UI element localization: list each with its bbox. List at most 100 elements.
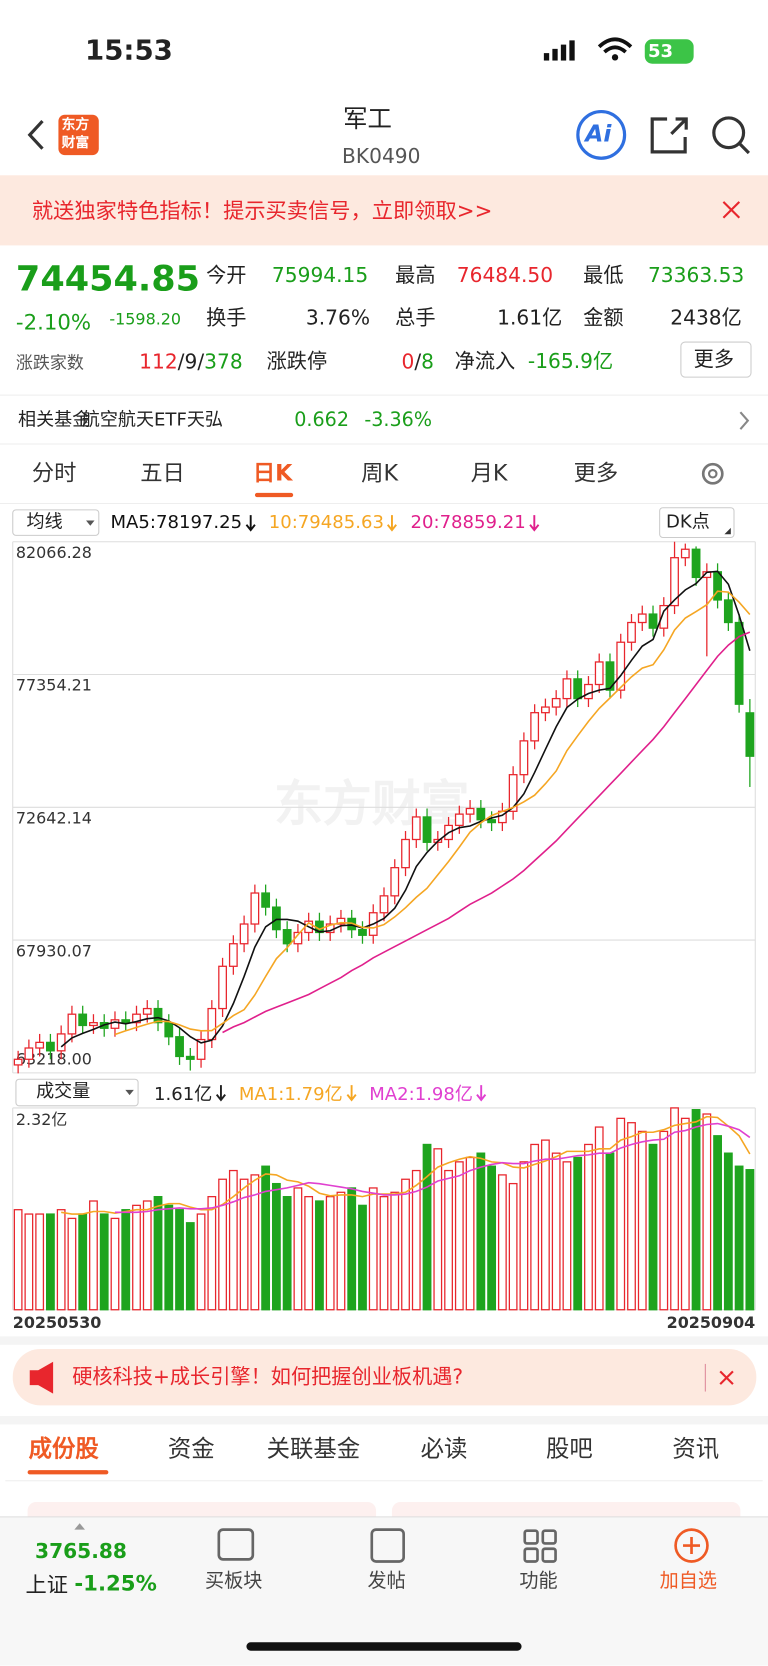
candle-body [594,661,604,686]
tab[interactable]: 周K [361,460,399,486]
section-tab[interactable]: 成份股 [28,1436,99,1463]
volume-bar [218,1178,227,1311]
candle-body [584,683,593,700]
candle-body [637,613,647,624]
candle-body [390,867,400,897]
section-tab[interactable]: 关联基金 [266,1436,361,1463]
volume-bar [723,1152,733,1311]
post-icon[interactable] [370,1528,405,1563]
fund-price: 0.662 [294,408,349,432]
fund-label: 相关基金 [18,409,91,431]
share-icon[interactable] [650,117,688,154]
candle-body [121,1019,131,1024]
dk-box[interactable] [659,507,735,539]
ma-line [114,590,751,1036]
nav-item[interactable]: 功能 [519,1569,558,1593]
last-price: 74454.85 [15,257,200,300]
spacer [0,1336,768,1345]
add-icon[interactable] [674,1528,709,1563]
ai-icon[interactable] [576,109,627,160]
volume-bar [691,1109,701,1311]
field-label: 今开 [206,263,247,288]
section-tab[interactable]: 股吧 [545,1436,593,1463]
candle-body [228,943,238,967]
tab[interactable]: 月K [470,460,508,486]
volume-bar [56,1209,66,1311]
tab[interactable]: 分时 [31,460,77,486]
candle-body [401,838,410,869]
section-tab[interactable]: 资讯 [672,1436,720,1463]
search-icon[interactable] [712,116,746,150]
candle-body [616,641,626,691]
ad-close[interactable] [719,1370,734,1385]
sector-icon[interactable] [217,1528,255,1561]
x-tick-label: 20250904 [667,1313,756,1332]
index-name: 上证 [25,1571,68,1598]
settings-icon[interactable] [701,462,724,485]
nav-item[interactable]: 发帖 [367,1569,406,1593]
sep: / [197,350,205,374]
ma-selector-box[interactable] [12,509,100,536]
volume-bar [648,1143,658,1311]
candle-body [551,697,561,708]
close-icon[interactable] [722,201,741,219]
tab[interactable]: 更多 [573,460,619,486]
volume-bar [422,1143,432,1311]
volume-bar [336,1191,346,1311]
clock: 15:53 [84,35,173,67]
y-tick-label: 82066.28 [16,543,92,562]
candle-body [196,1038,206,1060]
candle-body [153,1007,163,1024]
volume-bar [541,1139,550,1311]
section-tab[interactable]: 必读 [420,1436,468,1463]
back-icon[interactable] [27,120,44,150]
ai-label[interactable]: Ai [585,121,612,148]
section-tab[interactable]: 资金 [167,1436,215,1463]
candle-body [411,816,421,841]
index-row[interactable]: 上证 -1.25% [25,1567,156,1598]
candle-body [508,774,518,812]
field-label: 最高 [395,263,436,288]
volume-bar [132,1204,141,1311]
function-icon[interactable] [523,1529,557,1563]
tab[interactable]: 日K [252,460,293,486]
candle-body [13,1058,23,1066]
candle-body [541,706,550,714]
volume-bar [228,1169,238,1311]
candle-body [175,1036,184,1058]
dk-label[interactable]: DK点 [666,511,710,533]
down-arrow [346,1084,357,1101]
candle-body [164,1022,174,1038]
nav-item[interactable]: 加自选 [659,1569,718,1593]
arrow [476,1084,487,1101]
promo-banner[interactable]: 就送独家特色指标！提示买卖信号，立即领取>> [31,197,493,224]
ad-text[interactable]: 硬核科技+成长引擎！如何把握创业板机遇? [72,1365,464,1389]
down-arrow [529,515,540,532]
logo-text: 东方 [61,117,90,134]
more-button[interactable] [680,341,752,378]
down-arrow [387,515,398,532]
index-change: -1.25% [74,1569,157,1596]
volume-bar [175,1209,184,1311]
ma-line [61,1115,751,1215]
volume-bar [562,1161,572,1311]
chevron[interactable] [739,411,750,430]
vol-selector[interactable]: 成交量 [36,1080,91,1103]
vol-selector-box[interactable] [15,1078,139,1107]
volume-bar [605,1152,615,1311]
down-arrow [476,1084,487,1101]
fund-name[interactable]: 航空航天ETF天弘 [81,409,223,431]
ma-selector[interactable]: 均线 [26,511,63,533]
volume-bar [35,1213,45,1311]
y-tick-label: 63218.00 [16,1050,92,1069]
tab[interactable]: 五日 [140,460,185,486]
legend-item: MA2:1.98亿 [369,1084,473,1106]
volume-bar [304,1196,314,1311]
battery-level: 53 [647,40,674,63]
spacer [0,1415,768,1425]
more-label[interactable]: 更多 [693,347,735,372]
logo-bg [58,114,99,156]
nav-item[interactable]: 买板块 [205,1569,263,1593]
volume-bar [13,1209,23,1311]
volume-bar [616,1117,626,1311]
